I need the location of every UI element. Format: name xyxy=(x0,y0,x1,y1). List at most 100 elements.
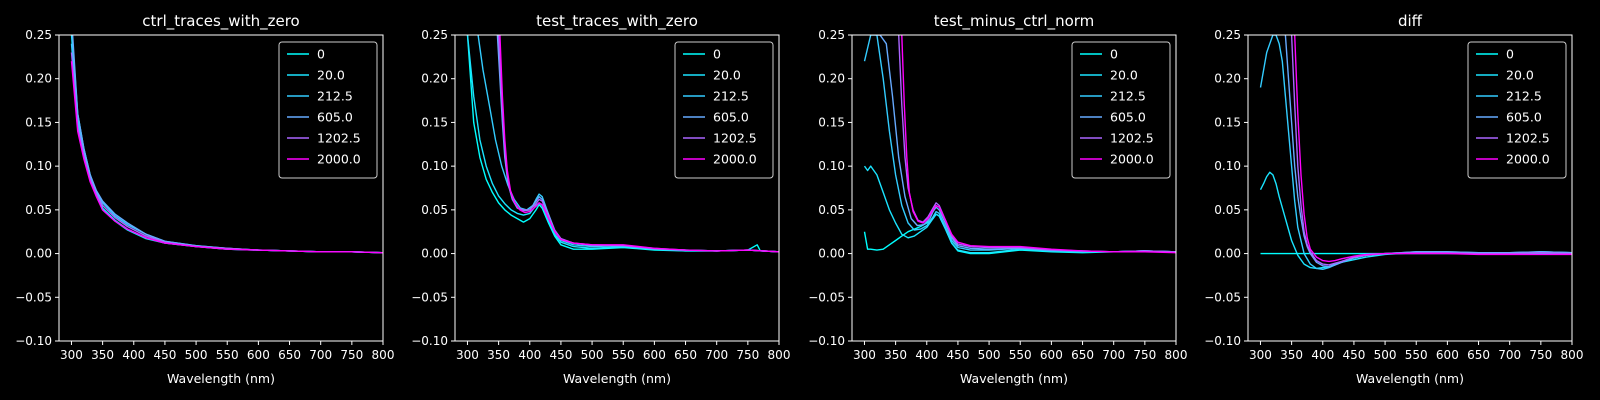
chart-panel-3: diff 300 350 400 450 500 550 600 650 700 750 800 −0.… xyxy=(1204,12,1583,386)
x-axis-label: Wavelength (nm) xyxy=(563,371,671,386)
x-tick-label: 650 xyxy=(278,348,301,362)
legend-label-0: 0 xyxy=(1110,47,1118,62)
x-tick-label: 500 xyxy=(978,348,1001,362)
x-tick-label: 450 xyxy=(153,348,176,362)
x-tick-label: 300 xyxy=(853,348,876,362)
x-tick-label: 450 xyxy=(549,348,572,362)
series-line-5 xyxy=(901,35,1176,254)
y-tick-label: 0.00 xyxy=(818,247,845,261)
legend-frame xyxy=(278,41,378,179)
legend-label-0: 0 xyxy=(317,47,325,62)
x-tick-label: 300 xyxy=(60,348,83,362)
legend-label-0: 0 xyxy=(1506,47,1514,62)
x-tick-label: 500 xyxy=(185,348,208,362)
series-line-4 xyxy=(1290,35,1572,266)
y-tick-label: 0.20 xyxy=(25,72,52,86)
legend: 0 20.0 212.5 605.0 1202.5 2000.0 xyxy=(674,41,774,179)
legend: 0 20.0 212.5 605.0 1202.5 2000.0 xyxy=(1071,41,1171,179)
x-tick-label: 650 xyxy=(1467,348,1490,362)
series-group xyxy=(466,35,779,253)
x-tick-label: 400 xyxy=(122,348,145,362)
x-tick-label: 550 xyxy=(1405,348,1428,362)
x-axis-label: Wavelength (nm) xyxy=(960,371,1068,386)
x-tick-label: 700 xyxy=(1498,348,1521,362)
y-tick-label: −0.05 xyxy=(808,290,845,304)
y-tick-label: 0.00 xyxy=(1214,247,1241,261)
x-tick-label: 450 xyxy=(1342,348,1365,362)
x-tick-label: 750 xyxy=(1133,348,1156,362)
legend-label-1: 20.0 xyxy=(317,68,345,83)
x-tick-label: 400 xyxy=(915,348,938,362)
y-tick-label: −0.05 xyxy=(1204,290,1241,304)
legend-label-3: 605.0 xyxy=(1506,110,1542,125)
x-tick-label: 750 xyxy=(340,348,363,362)
series-group xyxy=(1259,35,1572,270)
series-group xyxy=(70,35,383,254)
x-tick-label: 750 xyxy=(1529,348,1552,362)
y-tick-label: −0.05 xyxy=(411,290,448,304)
legend-label-4: 1202.5 xyxy=(317,131,361,146)
legend: 0 20.0 212.5 605.0 1202.5 2000.0 xyxy=(278,41,378,179)
x-tick-label: 400 xyxy=(518,348,541,362)
y-tick-label: 0.00 xyxy=(421,247,448,261)
y-tick-label: 0.10 xyxy=(421,159,448,173)
x-tick-label: 650 xyxy=(1071,348,1094,362)
y-tick-label: 0.20 xyxy=(421,72,448,86)
x-tick-label: 450 xyxy=(946,348,969,362)
legend-label-5: 2000.0 xyxy=(1110,152,1154,167)
x-axis-label: Wavelength (nm) xyxy=(1356,371,1464,386)
y-tick-label: 0.15 xyxy=(818,115,845,129)
chart-title: diff xyxy=(1398,12,1423,30)
y-tick-label: 0.05 xyxy=(25,203,52,217)
legend-label-5: 2000.0 xyxy=(713,152,757,167)
x-tick-label: 800 xyxy=(1165,348,1188,362)
x-tick-label: 300 xyxy=(1249,348,1272,362)
legend-label-2: 212.5 xyxy=(1110,89,1146,104)
legend-label-1: 20.0 xyxy=(1506,68,1534,83)
legend-label-1: 20.0 xyxy=(713,68,741,83)
y-tick-label: −0.10 xyxy=(411,334,448,348)
series-group xyxy=(863,35,1176,255)
y-tick-label: 0.25 xyxy=(818,28,845,42)
x-tick-label: 750 xyxy=(736,348,759,362)
x-tick-label: 800 xyxy=(372,348,395,362)
plot-frame xyxy=(454,34,780,342)
y-tick-label: 0.20 xyxy=(818,72,845,86)
legend-label-2: 212.5 xyxy=(713,89,749,104)
x-tick-label: 650 xyxy=(674,348,697,362)
y-tick-label: −0.10 xyxy=(1204,334,1241,348)
x-tick-label: 600 xyxy=(1040,348,1063,362)
chart-panel-1: test_traces_with_zero 300 350 400 450 500 550 6… xyxy=(411,12,790,386)
x-tick-label: 350 xyxy=(1280,348,1303,362)
x-tick-label: 300 xyxy=(456,348,479,362)
plot-frame xyxy=(1247,34,1573,342)
legend-label-0: 0 xyxy=(713,47,721,62)
y-tick-label: 0.05 xyxy=(818,203,845,217)
y-tick-label: 0.25 xyxy=(421,28,448,42)
chart-panel-2: test_minus_ctrl_norm 300 350 400 450 500 550 60… xyxy=(808,12,1187,386)
series-line-5 xyxy=(499,35,779,253)
y-tick-label: 0.15 xyxy=(421,115,448,129)
plot-frame xyxy=(58,34,384,342)
y-tick-label: −0.10 xyxy=(15,334,52,348)
x-tick-label: 500 xyxy=(581,348,604,362)
y-tick-label: −0.10 xyxy=(808,334,845,348)
x-tick-label: 600 xyxy=(643,348,666,362)
legend-label-4: 1202.5 xyxy=(1110,131,1154,146)
series-line-5 xyxy=(1294,35,1572,263)
legend: 0 20.0 212.5 605.0 1202.5 2000.0 xyxy=(1467,41,1567,179)
x-tick-label: 550 xyxy=(612,348,635,362)
y-tick-label: 0.10 xyxy=(25,159,52,173)
chart-title: test_minus_ctrl_norm xyxy=(934,12,1095,31)
y-tick-label: 0.15 xyxy=(1214,115,1241,129)
y-tick-label: 0.15 xyxy=(25,115,52,129)
y-tick-label: 0.05 xyxy=(1214,203,1241,217)
series-line-3 xyxy=(1284,35,1572,268)
legend-label-2: 212.5 xyxy=(1506,89,1542,104)
x-tick-label: 600 xyxy=(247,348,270,362)
series-line-1 xyxy=(863,165,1176,254)
x-tick-label: 400 xyxy=(1311,348,1334,362)
x-tick-label: 700 xyxy=(309,348,332,362)
x-tick-label: 550 xyxy=(216,348,239,362)
